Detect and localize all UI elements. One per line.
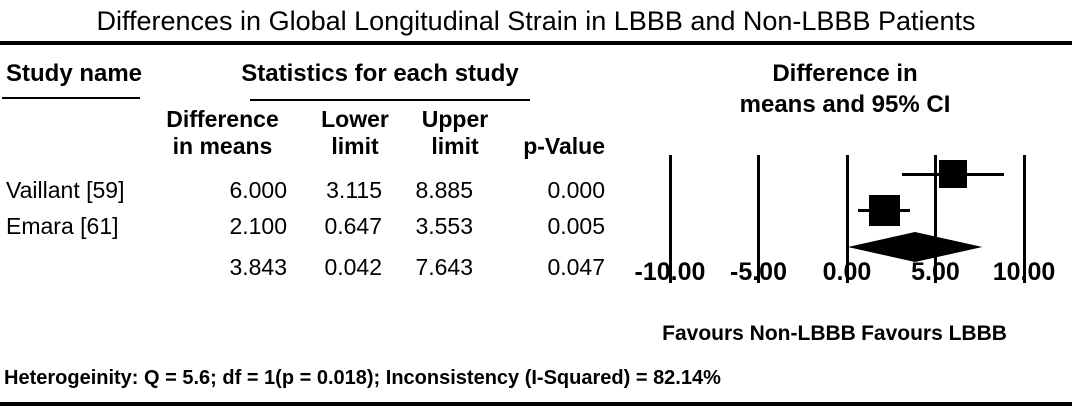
column-header-upper-limit: Upper limit bbox=[421, 106, 489, 159]
diff-in-means-cell: 6.000 bbox=[229, 177, 287, 203]
column-header-difference-in-means: Difference in means bbox=[166, 106, 279, 159]
x-tick-label: 10.00 bbox=[992, 258, 1056, 286]
favours-left-label: Favours Non-LBBB bbox=[662, 322, 856, 345]
x-tick-label: 5.00 bbox=[911, 258, 960, 286]
table-row: Emara [61] 2.100 0.647 3.553 0.005 bbox=[0, 212, 620, 242]
heterogeneity-footnote: Heterogeinity: Q = 5.6; df = 1(p = 0.018… bbox=[4, 367, 721, 389]
column-header-p-value: p-Value bbox=[523, 133, 605, 159]
study-point-marker bbox=[939, 160, 968, 188]
study-point-marker bbox=[868, 194, 900, 226]
upper-limit-cell: 3.553 bbox=[415, 213, 473, 239]
x-tick-label: -10.00 bbox=[634, 258, 706, 286]
upper-limit-cell: 8.885 bbox=[415, 177, 473, 203]
study-name-cell: Emara [61] bbox=[6, 213, 119, 239]
bottom-rule bbox=[0, 402, 1072, 406]
axis-reference-line bbox=[845, 155, 849, 283]
upper-limit-cell: 7.643 bbox=[415, 254, 473, 280]
stats-group-underline bbox=[250, 99, 530, 101]
lower-limit-cell: 0.647 bbox=[324, 213, 382, 239]
p-value-cell: 0.047 bbox=[547, 254, 605, 280]
diff-in-means-cell: 3.843 bbox=[229, 254, 287, 280]
study-name-underline bbox=[2, 97, 140, 99]
stats-group-header: Statistics for each study bbox=[241, 60, 519, 87]
axis-reference-line bbox=[668, 155, 672, 283]
ci-group-header: Difference in means and 95% CI bbox=[710, 58, 980, 120]
figure-title: Differences in Global Longitudinal Strai… bbox=[96, 6, 976, 36]
diff-in-means-cell: 2.100 bbox=[229, 213, 287, 239]
p-value-cell: 0.000 bbox=[547, 177, 605, 203]
column-header-lower-limit: Lower limit bbox=[321, 106, 389, 159]
top-rule bbox=[0, 41, 1072, 45]
study-name-header: Study name bbox=[6, 60, 143, 87]
study-name-cell: Vaillant [59] bbox=[6, 177, 125, 203]
axis-reference-line bbox=[1022, 155, 1026, 283]
axis-reference-line bbox=[757, 155, 760, 283]
ci-group-header-line1: Difference in bbox=[772, 60, 918, 87]
favours-right-label: Favours LBBB bbox=[861, 322, 1007, 345]
x-tick-label: 0.00 bbox=[822, 258, 872, 286]
lower-limit-cell: 3.115 bbox=[326, 177, 382, 203]
table-row: Vaillant [59] 6.000 3.115 8.885 0.000 bbox=[0, 176, 620, 206]
table-row-pooled: 3.843 0.042 7.643 0.047 bbox=[0, 253, 620, 283]
lower-limit-cell: 0.042 bbox=[324, 254, 382, 280]
ci-group-header-line2: means and 95% CI bbox=[739, 91, 951, 118]
x-tick-label: -5.00 bbox=[730, 258, 787, 286]
axis-reference-line bbox=[934, 155, 937, 283]
p-value-cell: 0.005 bbox=[547, 213, 605, 239]
